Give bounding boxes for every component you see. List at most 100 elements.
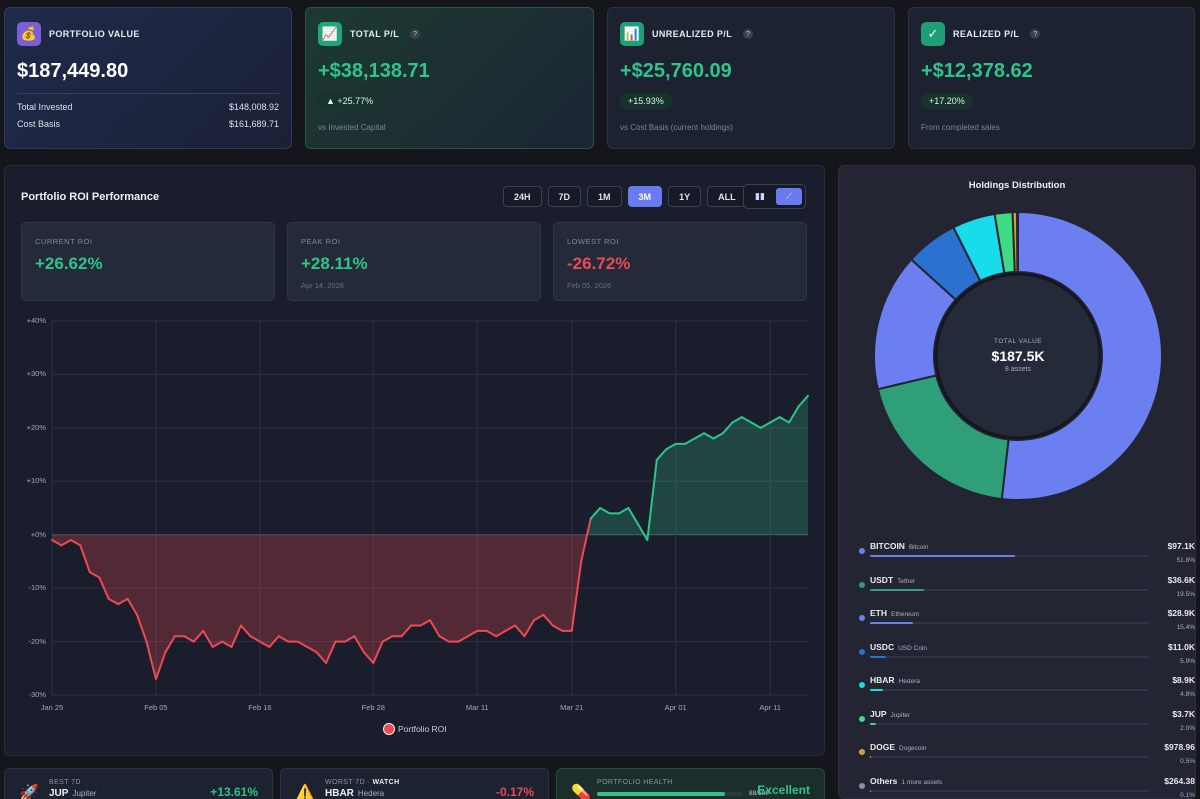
roi-line-segment xyxy=(429,619,441,638)
holding-row-usdc[interactable]: USDC USD Coin $11.0K 5.9% xyxy=(859,642,1195,675)
timeframe-1m-button[interactable]: 1M xyxy=(587,186,622,207)
unrealized-pl-sub: vs Cost Basis (current holdings) xyxy=(620,123,733,132)
allocation-bar-fill xyxy=(870,555,1015,557)
roi-line-segment xyxy=(750,421,762,429)
roi-line-segment xyxy=(542,613,554,627)
y-tick-label: +20% xyxy=(26,422,46,432)
timeframe-7d-button[interactable]: 7D xyxy=(547,186,582,207)
asset-color-dot xyxy=(859,682,865,688)
realized-pl-badge: +17.20% xyxy=(921,93,973,109)
portfolio-health-card[interactable]: 💊 PORTFOLIO HEALTH 88/100 Excellent xyxy=(556,768,825,799)
holding-row-usdt[interactable]: USDT Tether $36.6K 19.5% xyxy=(859,575,1195,608)
roi-line-segment xyxy=(164,635,176,654)
roi-line-segment xyxy=(655,448,668,461)
health-bar xyxy=(597,791,743,796)
y-tick-label: -20% xyxy=(28,636,46,646)
health-status: Excellent xyxy=(757,783,810,797)
allocation-bar-fill xyxy=(870,689,884,691)
y-tick-label: +30% xyxy=(26,369,46,379)
holdings-panel: Holdings Distribution TOTAL VALUE $187.5… xyxy=(838,165,1196,799)
asset-amount: $8.9K xyxy=(1172,675,1195,685)
asset-amount: $11.0K xyxy=(1168,641,1195,652)
timeframe-1y-button[interactable]: 1Y xyxy=(668,186,702,207)
bar-chart-icon[interactable]: ▮▮ xyxy=(755,191,765,201)
allocation-bar-fill xyxy=(870,588,925,591)
chart-view-toggle: ▮▮ ⟋ xyxy=(743,184,806,209)
holding-row-bitcoin[interactable]: BITCOIN Bitcoin $97.1K 51.8% xyxy=(859,541,1195,574)
help-icon[interactable]: ? xyxy=(410,29,421,39)
roi-line-segment xyxy=(79,544,91,574)
help-icon[interactable]: ? xyxy=(743,29,754,39)
roi-line-segment xyxy=(183,635,195,643)
timeframe-3m-button[interactable]: 3M xyxy=(627,186,663,207)
holding-row-eth[interactable]: ETH Ethereum $28.9K 15.4% xyxy=(859,608,1195,641)
roi-line-segment xyxy=(466,629,479,638)
roi-line-segment xyxy=(523,619,535,638)
total-value-label: TOTAL VALUE xyxy=(993,338,1043,345)
money-bag-icon: 💰 xyxy=(17,22,41,46)
roi-line-segment xyxy=(419,619,431,627)
worst-7d-card[interactable]: ⚠️ WORST 7D · WATCH HBAR Hedera -0.17% xyxy=(280,768,549,799)
roi-line-segment xyxy=(372,640,384,664)
x-tick-label: Feb 05 xyxy=(144,703,168,712)
roi-line-chart xyxy=(51,320,809,696)
holding-row-others[interactable]: Others 1 more assets $264.38 0.1% xyxy=(859,776,1195,799)
allocation-bar xyxy=(870,655,1149,658)
warning-icon: ⚠️ xyxy=(295,785,315,799)
roi-line-segment xyxy=(684,437,696,445)
worst-7d-change: -0.17% xyxy=(495,785,534,799)
roi-line-segment xyxy=(381,635,394,643)
asset-color-dot xyxy=(859,715,865,722)
asset-percent: 19.5% xyxy=(1176,590,1195,598)
roi-line-segment xyxy=(136,613,148,643)
asset-symbol: HBAR Hedera xyxy=(870,675,920,685)
roi-line-segment xyxy=(296,640,309,648)
roi-line-segment xyxy=(202,629,214,648)
total-pl-card: 📈 TOTAL P/L ? +$38,138.71 ▲ +25.77% vs I… xyxy=(305,7,594,149)
roi-line-segment xyxy=(277,635,290,643)
allocation-bar-fill xyxy=(870,622,913,624)
asset-amount: $978.96 xyxy=(1164,742,1195,752)
timeframe-24h-button[interactable]: 24H xyxy=(503,186,542,207)
asset-amount: $28.9K xyxy=(1167,608,1195,618)
roi-line-segment xyxy=(240,624,252,638)
roi-line-segment xyxy=(457,635,469,643)
holding-row-hbar[interactable]: HBAR Hedera $8.9K 4.8% xyxy=(859,675,1195,708)
realized-pl-card: ✓ REALIZED P/L ? +$12,378.62 +17.20% Fro… xyxy=(908,7,1195,149)
asset-percent: 0.5% xyxy=(1180,758,1195,765)
line-chart-icon[interactable]: ⟋ xyxy=(776,188,802,205)
roi-line-segment xyxy=(778,416,791,424)
allocation-bar-fill xyxy=(870,722,876,725)
roi-line-segment xyxy=(258,640,271,648)
donut-slice-bitcoin[interactable] xyxy=(1000,210,1163,501)
check-icon: ✓ xyxy=(921,22,945,46)
roi-line-segment xyxy=(154,651,167,680)
roi-line-segment xyxy=(551,624,564,632)
roi-line-segment xyxy=(325,640,337,664)
roi-line-segment xyxy=(618,507,630,515)
cost-basis-row: Cost Basis $161,689.71 xyxy=(17,119,279,129)
donut-slice-others[interactable] xyxy=(1016,210,1019,274)
asset-percent: 0.1% xyxy=(1180,791,1195,799)
roi-line-segment xyxy=(495,629,507,638)
timeframe-selector: 24H 7D 1M 3M 1Y ALL xyxy=(503,186,747,207)
x-tick-label: Jan 25 xyxy=(40,703,64,712)
best-7d-card[interactable]: 🚀 BEST 7D JUP Jupiter +13.61% xyxy=(4,768,273,799)
roi-line-segment xyxy=(646,458,658,542)
allocation-bar xyxy=(870,555,1149,557)
roi-line-segment xyxy=(249,635,261,643)
roi-line-segment xyxy=(580,517,592,563)
card-title: PORTFOLIO VALUE xyxy=(49,29,140,39)
holding-row-doge[interactable]: DOGE Dogecoin $978.96 0.5% xyxy=(859,742,1195,775)
roi-line-segment xyxy=(514,624,526,638)
asset-symbol: Others 1 more assets xyxy=(870,775,943,786)
chart-legend[interactable]: Portfolio ROI xyxy=(383,723,447,735)
holding-row-jup[interactable]: JUP Jupiter $3.7K 2.0% xyxy=(859,709,1195,742)
roi-line-segment xyxy=(306,645,318,654)
best-7d-change: +13.61% xyxy=(210,785,258,799)
asset-color-dot xyxy=(859,648,865,655)
help-icon[interactable]: ? xyxy=(1030,29,1041,39)
allocation-bar-fill xyxy=(870,655,887,658)
allocation-bar xyxy=(870,588,1149,591)
roi-line-segment xyxy=(60,539,72,547)
